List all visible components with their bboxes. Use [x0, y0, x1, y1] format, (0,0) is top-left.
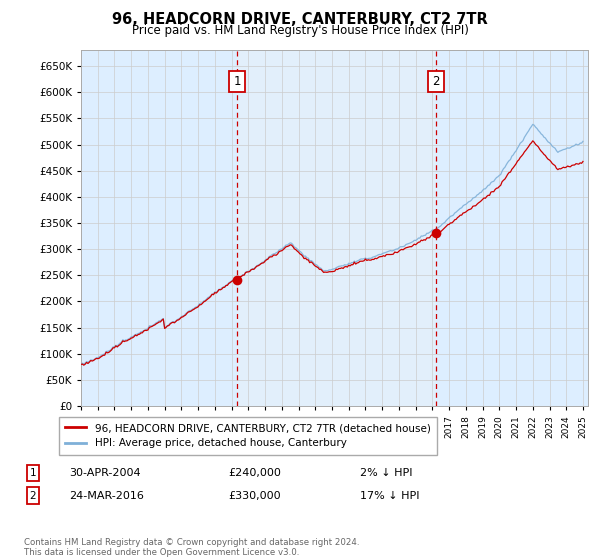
Text: 1: 1 [233, 75, 241, 88]
Text: 2: 2 [433, 75, 440, 88]
Text: Contains HM Land Registry data © Crown copyright and database right 2024.
This d: Contains HM Land Registry data © Crown c… [24, 538, 359, 557]
Text: £330,000: £330,000 [228, 491, 281, 501]
Text: 96, HEADCORN DRIVE, CANTERBURY, CT2 7TR: 96, HEADCORN DRIVE, CANTERBURY, CT2 7TR [112, 12, 488, 27]
Text: 1: 1 [29, 468, 37, 478]
Text: 17% ↓ HPI: 17% ↓ HPI [360, 491, 419, 501]
Bar [237, 50, 436, 406]
Text: 2% ↓ HPI: 2% ↓ HPI [360, 468, 413, 478]
Legend: 96, HEADCORN DRIVE, CANTERBURY, CT2 7TR (detached house), HPI: Average price, de: 96, HEADCORN DRIVE, CANTERBURY, CT2 7TR … [59, 417, 437, 455]
Text: 2: 2 [29, 491, 37, 501]
Text: 24-MAR-2016: 24-MAR-2016 [69, 491, 144, 501]
Text: 30-APR-2004: 30-APR-2004 [69, 468, 140, 478]
Text: £240,000: £240,000 [228, 468, 281, 478]
Text: Price paid vs. HM Land Registry's House Price Index (HPI): Price paid vs. HM Land Registry's House … [131, 24, 469, 37]
